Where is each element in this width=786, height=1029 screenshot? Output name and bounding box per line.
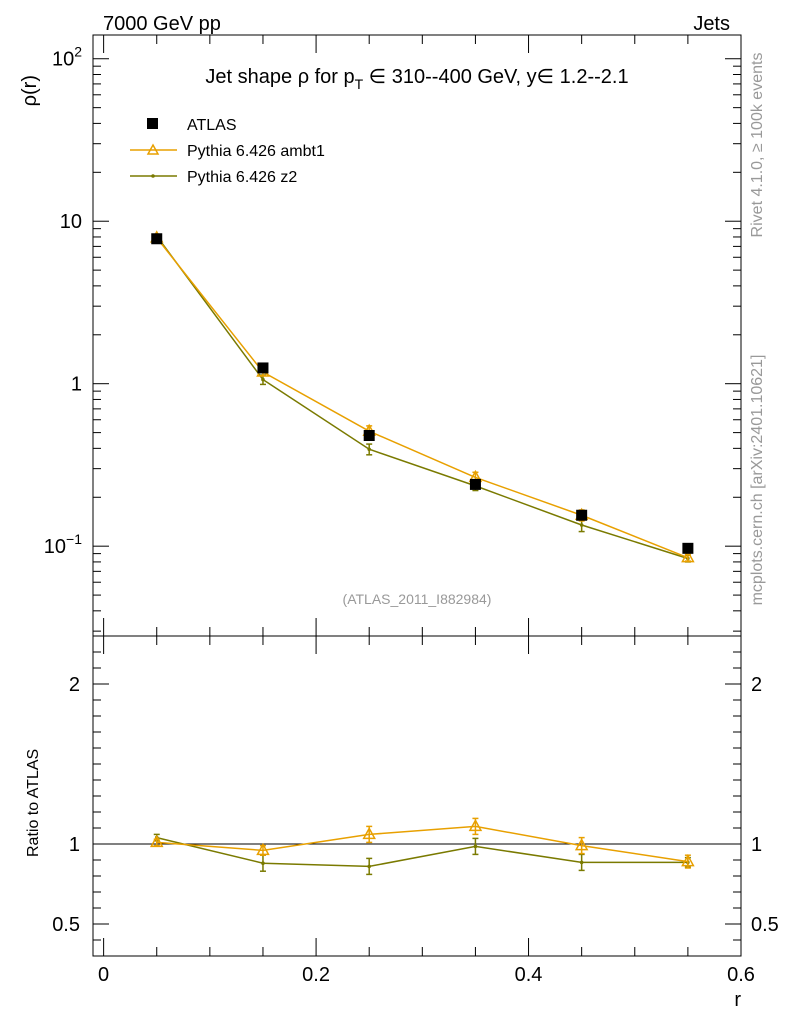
y-tick-label: 1	[71, 374, 82, 396]
ratio-plot-frame	[92, 635, 742, 957]
data-point-pythia-6-426-z2	[579, 860, 584, 865]
ratio-y-tick-label-left: 0.5	[52, 914, 80, 936]
ratio-y-tick-label-left: 1	[69, 834, 80, 856]
series-line-pythia-6-426-ambt1	[156, 825, 688, 863]
data-point-pythia-6-426-ambt1	[362, 826, 376, 840]
rivet-label: Rivet 4.1.0, ≥ 100k events	[749, 53, 766, 238]
chart-title: Jet shape ρ for pT ∈ 310--400 GeV, y∈ 1.…	[205, 66, 628, 92]
legend-marker-ambt1	[146, 143, 160, 155]
legend-label-ambt1: Pythia 6.426 ambt1	[187, 143, 325, 160]
data-point-atlas	[469, 478, 481, 490]
data-point-pythia-6-426-ambt1	[574, 838, 589, 851]
x-tick-label: 0	[98, 964, 109, 986]
data-point-atlas	[363, 429, 375, 441]
analysis-watermark: (ATLAS_2011_I882984)	[343, 591, 492, 607]
data-point-pythia-6-426-ambt1	[681, 854, 695, 867]
x-tick-label: 0.2	[302, 964, 330, 986]
ratio-series	[149, 817, 695, 876]
data-point-pythia-6-426-z2	[367, 864, 371, 869]
data-point-pythia-6-426-ambt1	[468, 818, 483, 832]
ratio-y-tick-label-right: 0.5	[751, 914, 779, 936]
data-point-pythia-6-426-ambt1	[149, 834, 164, 848]
legend: ATLAS Pythia 6.426 ambt1 Pythia 6.426 z2	[130, 117, 325, 186]
data-point-pythia-6-426-z2	[473, 844, 478, 849]
main-series	[149, 230, 695, 563]
series-line-pythia-6-426-ambt1	[156, 237, 689, 559]
x-tick-label: 0.6	[727, 964, 755, 986]
y-axis-label: ρ(r)	[19, 75, 41, 106]
mcplots-label: mcplots.cern.ch [arXiv:2401.10621]	[749, 355, 766, 606]
main-axes: 102 10 1 10−1	[44, 35, 742, 636]
data-point-pythia-6-426-z2	[579, 523, 584, 527]
category-label: Jets	[693, 13, 730, 35]
data-point-pythia-6-426-ambt1	[256, 842, 270, 856]
series-line-pythia-6-426-z2	[156, 235, 689, 560]
ratio-y-tick-label-left: 2	[69, 674, 80, 696]
y-tick-label: 10	[60, 211, 82, 233]
data-point-atlas	[576, 509, 588, 521]
x-axis-label: r	[734, 989, 741, 1011]
data-point-pythia-6-426-z2	[261, 377, 265, 382]
data-point-atlas	[257, 362, 269, 374]
x-tick-label: 0.4	[515, 964, 543, 986]
y-tick-label: 10−1	[44, 531, 82, 558]
ratio-axes: 0 0.2 0.4 0.6 2 2 1 1 0.5 0.5	[52, 636, 779, 986]
data-point-pythia-6-426-z2	[367, 447, 371, 452]
legend-label-atlas: ATLAS	[187, 117, 237, 134]
data-point-pythia-6-426-ambt1	[681, 550, 695, 563]
legend-marker-z2	[151, 174, 155, 178]
data-point-atlas	[682, 542, 694, 554]
legend-label-z2: Pythia 6.426 z2	[187, 169, 297, 186]
series-line-pythia-6-426-z2	[156, 836, 688, 868]
ratio-y-tick-label-right: 2	[751, 674, 762, 696]
data-point-pythia-6-426-z2	[261, 861, 265, 865]
energy-label: 7000 GeV pp	[103, 13, 221, 35]
y-tick-label: 102	[52, 44, 82, 71]
legend-marker-atlas	[147, 118, 158, 129]
data-point-atlas	[151, 233, 163, 245]
ratio-y-tick-label-right: 1	[751, 834, 762, 856]
ratio-y-axis-label: Ratio to ATLAS	[25, 749, 42, 857]
